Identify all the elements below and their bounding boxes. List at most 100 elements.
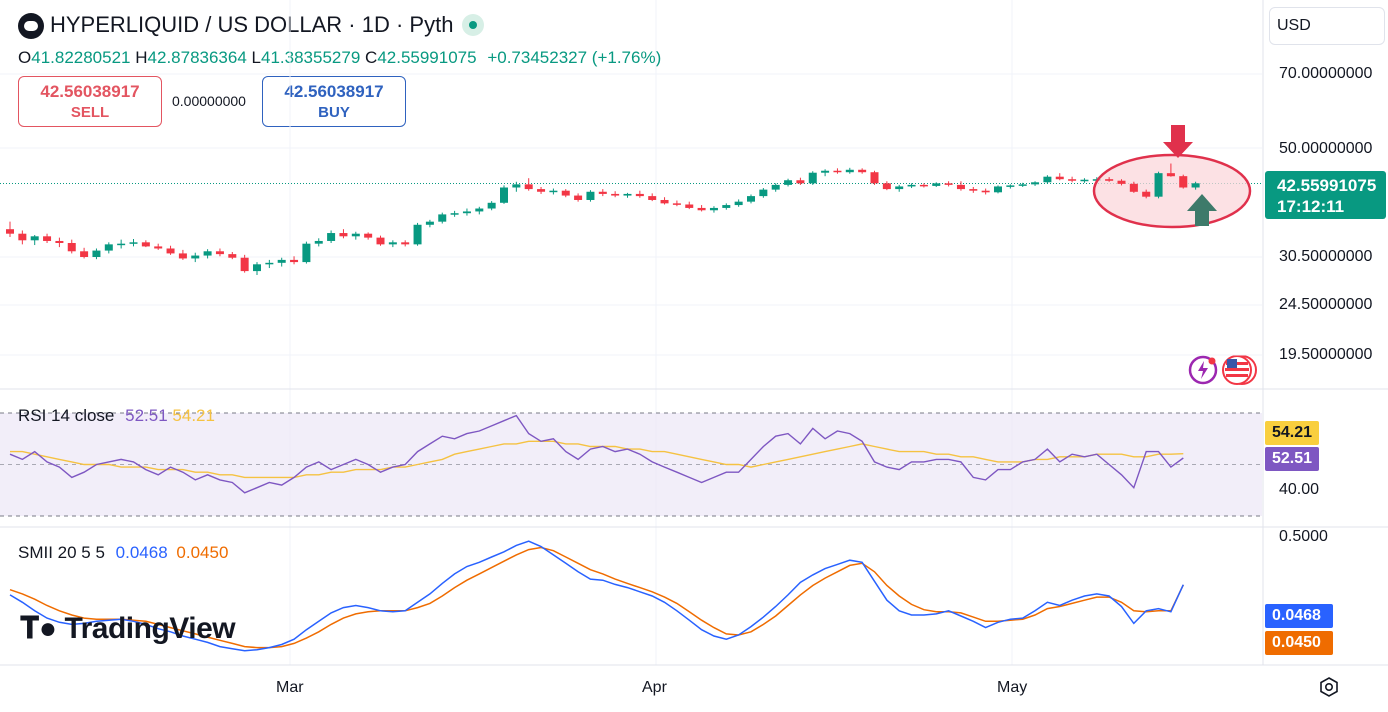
candle-body (882, 183, 891, 190)
highlight-ellipse (1092, 153, 1252, 229)
candle-body (1043, 176, 1052, 183)
candle-body (1154, 173, 1163, 197)
smii-axis-label: 0.5000 (1279, 528, 1328, 545)
sell-price: 42.56038917 (40, 82, 140, 101)
candle-body (67, 242, 76, 252)
rsi-value-tag: 52.51 (1265, 447, 1320, 471)
candlestick-series (6, 163, 1200, 275)
candle-body (30, 236, 39, 241)
candle-body (648, 196, 657, 200)
bar-countdown: 17:12:11 (1277, 197, 1345, 216)
us-flag-icon[interactable] (1222, 354, 1258, 386)
time-axis-label: Apr (642, 679, 667, 696)
buy-button[interactable]: 42.56038917 BUY (262, 76, 406, 127)
price-axis-label: 19.50000000 (1279, 346, 1373, 363)
candle-body (981, 190, 990, 193)
candle-body (512, 184, 521, 188)
candle-body (203, 251, 212, 256)
candle-body (438, 214, 447, 222)
rsi-legend[interactable]: RSI 14 close 52.51 54.21 (18, 406, 215, 426)
candle-body (104, 244, 113, 251)
close-label: C (365, 48, 378, 67)
candle-body (561, 190, 570, 196)
candle-body (524, 184, 533, 190)
candle-body (821, 170, 830, 173)
candle-body (932, 183, 941, 186)
candle-body (500, 187, 508, 203)
clock-icon[interactable] (1188, 355, 1218, 385)
candle-body (1117, 180, 1126, 184)
candle-body (685, 204, 694, 208)
candle-body (697, 207, 706, 211)
hyperliquid-logo-icon (18, 13, 44, 39)
candle-body (1018, 184, 1027, 186)
candle-body (784, 180, 793, 185)
smii-value-tag: 0.0468 (1265, 604, 1333, 628)
candle-body (191, 255, 200, 259)
candle-body (129, 242, 138, 244)
symbol-title[interactable]: HYPERLIQUID / US DOLLAR · 1D · Pyth (50, 12, 454, 37)
tradingview-brand: TradingView (64, 612, 236, 645)
signal-annotation (1092, 125, 1252, 229)
grid-lines (0, 0, 1388, 666)
smii-signal-line (9, 546, 1184, 649)
candle-body (771, 184, 780, 190)
candle-body (1129, 183, 1138, 192)
candle-body (141, 242, 150, 247)
smii-signal-value: 0.0450 (176, 543, 229, 562)
candle-body (796, 180, 805, 184)
smii-legend[interactable]: SMII 20 5 5 0.0468 0.0450 (18, 543, 228, 563)
candle-body (1191, 183, 1200, 188)
smii-panel (9, 540, 1184, 652)
down-arrow-icon (1163, 125, 1193, 158)
candle-body (228, 254, 237, 258)
candle-body (1080, 179, 1089, 182)
candle-body (623, 193, 632, 196)
candle-body (302, 243, 311, 263)
candle-body (92, 250, 101, 257)
smii-value: 0.0468 (115, 543, 168, 562)
candle-body (747, 196, 755, 202)
sell-button[interactable]: 42.56038917 SELL (18, 76, 162, 127)
high-value: 42.87836364 (147, 48, 247, 67)
candle-body (475, 208, 484, 212)
rsi-ma-line (10, 440, 1184, 479)
candle-body (734, 201, 743, 206)
candle-body (240, 257, 249, 272)
candle-body (265, 262, 274, 265)
candle-body (388, 242, 397, 245)
low-label: L (251, 48, 262, 67)
change-value: +0.73452327 (+1.76%) (487, 48, 662, 67)
candle-body (919, 184, 928, 187)
candle-body (660, 199, 669, 204)
candle-body (351, 233, 360, 237)
price-axis-label: 24.50000000 (1279, 296, 1373, 313)
candle-body (845, 169, 854, 173)
close-value: 42.55991075 (377, 48, 477, 67)
candle-body (956, 184, 965, 190)
gear-icon[interactable] (1318, 676, 1340, 698)
candle-body (907, 184, 916, 187)
currency-select[interactable]: USD (1269, 7, 1385, 45)
candle-body (586, 191, 595, 200)
candle-body (376, 237, 385, 245)
candle-body (895, 186, 904, 190)
candle-body (833, 170, 842, 173)
price-axis-label: 30.50000000 (1279, 248, 1373, 265)
candle-body (327, 233, 336, 241)
candle-body (215, 251, 224, 255)
candle-body (18, 233, 27, 241)
candle-body (870, 172, 879, 184)
candle-body (549, 190, 558, 193)
candle-body (314, 240, 323, 244)
candle-body (1055, 176, 1064, 180)
smii-line (9, 540, 1184, 652)
last-price-tag: 42.55991075 17:12:11 (1265, 171, 1386, 219)
candle-body (487, 202, 496, 209)
candle-body (1142, 191, 1151, 197)
rsi-ma-value: 54.21 (172, 406, 215, 425)
last-price-value: 42.55991075 (1277, 176, 1377, 195)
open-label: O (18, 48, 32, 67)
candle-body (759, 189, 768, 197)
